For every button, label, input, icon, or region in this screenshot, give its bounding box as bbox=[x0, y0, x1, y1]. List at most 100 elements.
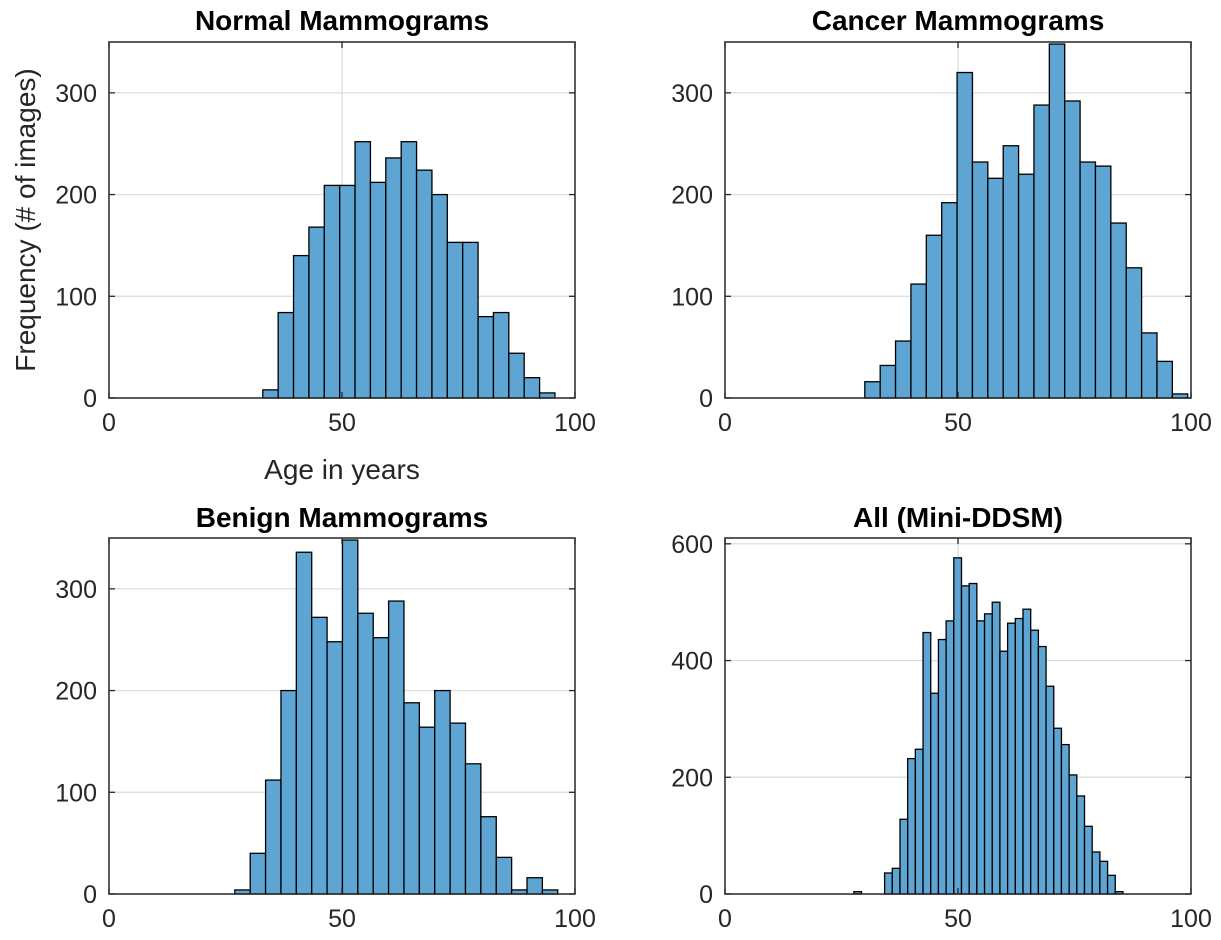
histogram-bar bbox=[341, 539, 359, 895]
histogram-bar bbox=[914, 748, 924, 895]
x-ticks: 0 50 100 bbox=[102, 538, 596, 933]
histogram-bar bbox=[976, 620, 986, 895]
histogram-bar bbox=[326, 641, 344, 895]
histogram-bar bbox=[249, 852, 267, 895]
panel-title: Cancer Mammograms bbox=[812, 5, 1105, 36]
histogram-bar bbox=[1022, 608, 1032, 895]
histogram-bar bbox=[277, 311, 295, 399]
histogram-bar bbox=[879, 364, 897, 399]
histogram-bar bbox=[937, 638, 947, 895]
y-tick-label: 300 bbox=[55, 80, 97, 108]
x-ticks: 0 50 100 bbox=[718, 42, 1212, 437]
y-ticks: 0 100 200 300 bbox=[671, 80, 1191, 413]
x-tick-label: 0 bbox=[102, 905, 116, 933]
histogram-bar bbox=[1030, 629, 1040, 895]
histogram-bar bbox=[1156, 360, 1174, 399]
histogram-bar bbox=[956, 71, 974, 399]
histogram-bar bbox=[431, 193, 448, 399]
histogram-bar bbox=[1076, 795, 1086, 895]
histogram-bar bbox=[864, 381, 881, 399]
x-tick-label: 0 bbox=[102, 409, 116, 437]
histogram-bar bbox=[495, 856, 513, 895]
histogram-bar bbox=[1064, 100, 1081, 399]
panel-normal: Normal Mammograms 0 50 100 0 100 200 300 bbox=[55, 5, 596, 437]
y-tick-label: 200 bbox=[55, 182, 97, 210]
x-ticks: 0 50 100 bbox=[718, 538, 1212, 933]
bars bbox=[864, 43, 1189, 399]
histogram-bar bbox=[462, 241, 479, 399]
y-tick-label: 300 bbox=[55, 576, 97, 604]
histogram-bar bbox=[983, 613, 993, 895]
histogram-bar bbox=[960, 585, 970, 895]
histogram-bar bbox=[999, 650, 1009, 895]
histogram-bar bbox=[1140, 332, 1158, 399]
x-tick-label: 100 bbox=[1170, 409, 1212, 437]
histogram-bar bbox=[968, 582, 978, 895]
y-ticks: 0 200 400 600 bbox=[671, 531, 1191, 909]
histogram-bar bbox=[883, 872, 893, 895]
histogram-bar bbox=[987, 177, 1004, 399]
histogram-bar bbox=[323, 184, 341, 399]
x-tick-label: 0 bbox=[718, 905, 732, 933]
histogram-bar bbox=[1068, 774, 1078, 895]
histogram-bar bbox=[907, 757, 917, 895]
bars bbox=[262, 141, 556, 399]
y-tick-label: 100 bbox=[55, 283, 97, 311]
x-tick-label: 50 bbox=[328, 905, 356, 933]
histogram-bar bbox=[910, 283, 927, 399]
histogram-bar bbox=[991, 601, 1001, 895]
bars bbox=[234, 539, 559, 895]
histogram-bar bbox=[1125, 267, 1143, 399]
histogram-bar bbox=[311, 616, 328, 895]
histogram-bar bbox=[372, 637, 390, 895]
y-tick-label: 200 bbox=[671, 182, 713, 210]
histogram-bar bbox=[446, 241, 464, 399]
panel-title: Benign Mammograms bbox=[196, 502, 489, 533]
histogram-bar bbox=[418, 726, 436, 895]
histogram-bar bbox=[354, 141, 372, 399]
y-tick-label: 400 bbox=[671, 648, 713, 676]
y-tick-label: 0 bbox=[83, 385, 97, 413]
histogram-bar bbox=[1053, 727, 1063, 895]
histogram-bar bbox=[538, 392, 556, 399]
y-tick-label: 0 bbox=[83, 881, 97, 909]
panel-benign: Benign Mammograms 0 50 100 0 100 200 300 bbox=[55, 502, 596, 933]
y-tick-label: 100 bbox=[55, 779, 97, 807]
histogram-bar bbox=[292, 254, 310, 399]
histogram-bar bbox=[1045, 685, 1055, 895]
x-tick-label: 50 bbox=[328, 409, 356, 437]
histogram-bar bbox=[930, 692, 940, 895]
histogram-bar bbox=[1079, 161, 1097, 399]
histogram-bar bbox=[971, 161, 989, 399]
panel-title: Normal Mammograms bbox=[195, 5, 489, 36]
x-tick-label: 100 bbox=[1170, 905, 1212, 933]
histogram-bar bbox=[403, 702, 421, 895]
panel-cancer: Cancer Mammograms 0 50 100 0 100 200 300 bbox=[671, 5, 1212, 437]
histogram-bar bbox=[1033, 104, 1050, 399]
histogram-bar bbox=[941, 202, 958, 399]
histogram-bar bbox=[945, 620, 955, 895]
y-tick-label: 300 bbox=[671, 80, 713, 108]
x-tick-label: 0 bbox=[718, 409, 732, 437]
histogram-bar bbox=[434, 689, 451, 895]
histogram-bar bbox=[953, 557, 963, 895]
histogram-bar bbox=[1083, 825, 1093, 895]
histogram-bar bbox=[339, 184, 356, 399]
histogram-bar bbox=[925, 234, 943, 399]
y-tick-label: 600 bbox=[671, 531, 713, 559]
histogram-bar bbox=[449, 722, 467, 895]
histogram-bar bbox=[891, 867, 901, 895]
histogram-bar bbox=[1099, 860, 1109, 895]
histogram-bar bbox=[400, 141, 418, 399]
x-tick-label: 100 bbox=[554, 409, 596, 437]
histogram-bar bbox=[369, 181, 387, 399]
y-axis-label: Frequency (# of images) bbox=[10, 68, 41, 371]
y-ticks: 0 100 200 300 bbox=[55, 80, 575, 413]
histogram-bar bbox=[280, 689, 297, 895]
histogram-bar bbox=[357, 612, 374, 895]
panel-all: All (Mini-DDSM) 0 50 100 0 200 400 600 bbox=[671, 502, 1212, 933]
histogram-bar bbox=[1110, 222, 1127, 399]
x-tick-label: 50 bbox=[944, 409, 972, 437]
histogram-bar bbox=[1048, 43, 1066, 399]
histogram-bar bbox=[1017, 173, 1035, 399]
